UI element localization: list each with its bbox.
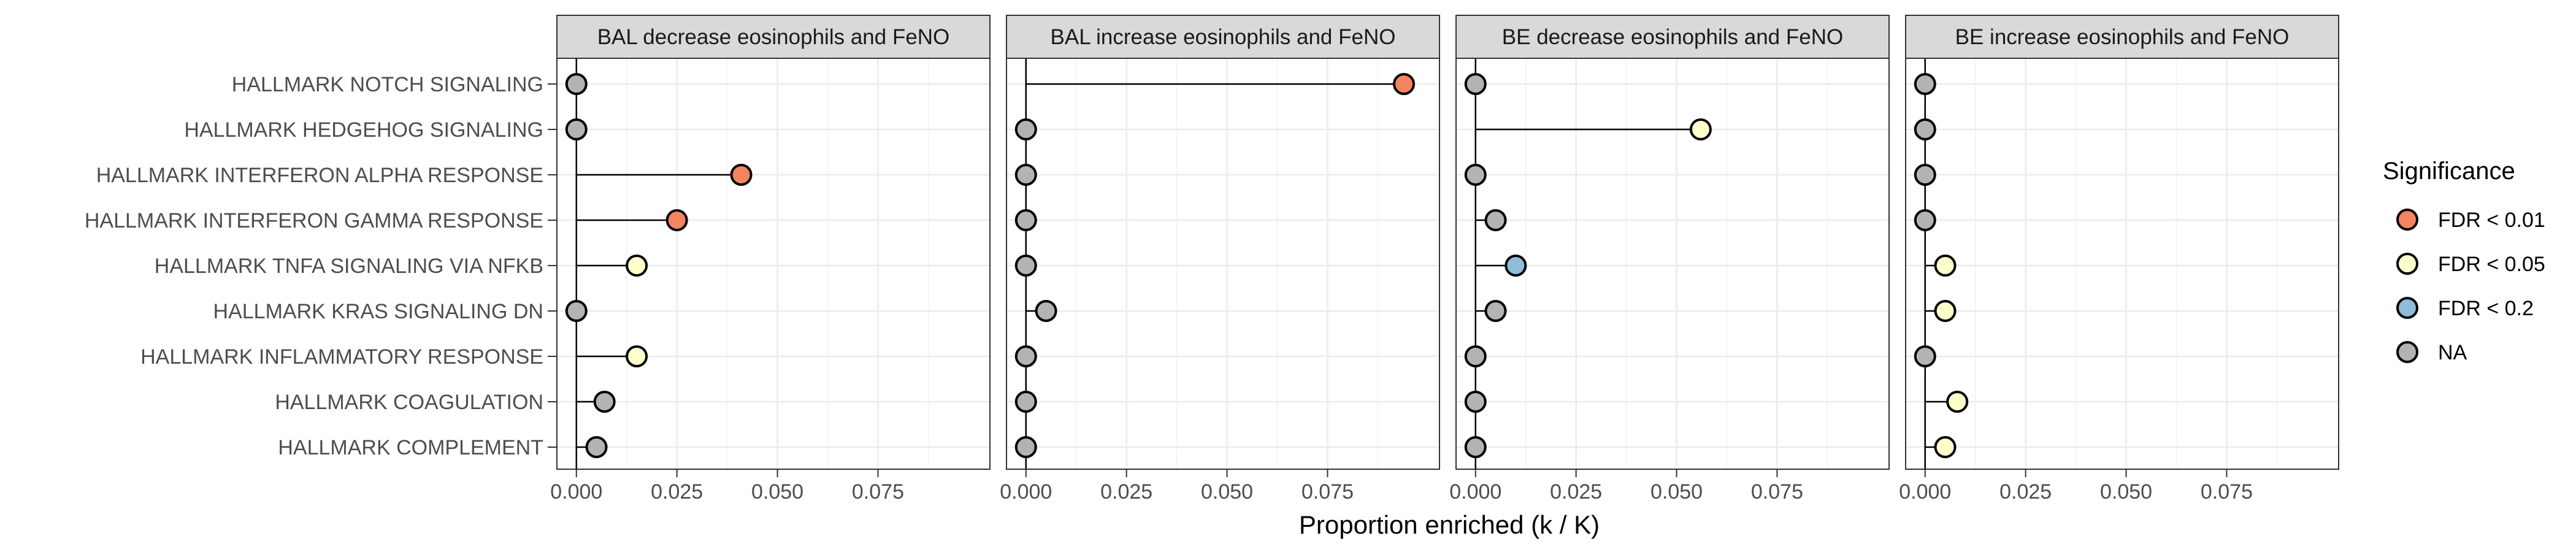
- lollipop-point: [1484, 300, 1507, 322]
- x-axis-title: Proportion enriched (k / K): [1299, 510, 1600, 539]
- panel-background: [1006, 58, 1439, 469]
- legend-label: FDR < 0.2: [2438, 297, 2534, 320]
- lollipop-point: [1464, 391, 1487, 413]
- legend-label: FDR < 0.05: [2438, 253, 2545, 276]
- legend-key: [2396, 209, 2418, 231]
- lollipop-point: [1464, 73, 1487, 95]
- lollipop-point: [1464, 345, 1487, 367]
- lollipop-point: [730, 164, 753, 186]
- lollipop-point: [565, 118, 588, 140]
- lollipop-point: [1014, 436, 1037, 458]
- x-tick-label: 0.050: [1201, 480, 1253, 504]
- x-tick-label: 0.050: [751, 480, 803, 504]
- facet-title: BE increase eosinophils and FeNO: [1955, 25, 2290, 49]
- facet-title: BAL decrease eosinophils and FeNO: [597, 25, 950, 49]
- lollipop-point: [565, 300, 588, 322]
- panel-border: [1006, 58, 1440, 470]
- legend-key: [2396, 297, 2418, 319]
- panel-background: [557, 58, 990, 469]
- x-tick-label: 0.075: [1751, 480, 1803, 504]
- chart-panels: BAL decrease eosinophils and FeNO 0.000 0.…: [550, 15, 2339, 504]
- lollipop-point: [626, 345, 648, 367]
- legend-key: [2396, 341, 2418, 363]
- facet-panel: BE increase eosinophils and FeNO 0.000 0.0…: [1899, 15, 2339, 504]
- x-tick-label: 0.075: [2201, 480, 2253, 504]
- x-tick-label: 0.000: [1449, 480, 1501, 504]
- panel-border: [556, 58, 991, 470]
- facet-strip: [1455, 15, 1890, 59]
- facet-title: BE decrease eosinophils and FeNO: [1502, 25, 1843, 49]
- lollipop-point: [1914, 164, 1936, 186]
- lollipop-point: [1464, 436, 1487, 458]
- x-tick-label: 0.075: [1301, 480, 1354, 504]
- lollipop-point: [593, 391, 616, 413]
- lollipop-point: [1914, 345, 1936, 367]
- lollipop-point: [1689, 118, 1712, 140]
- legend-key: [2396, 253, 2418, 275]
- panel-background: [1906, 58, 2339, 469]
- lollipop-point: [1934, 436, 1957, 458]
- y-tick-label: HALLMARK HEDGEHOG SIGNALING: [184, 118, 543, 142]
- y-tick-label: HALLMARK TNFA SIGNALING VIA NFKB: [155, 255, 543, 278]
- x-tick-label: 0.050: [2100, 480, 2152, 504]
- lollipop-point: [1914, 118, 1936, 140]
- legend-label: NA: [2438, 341, 2467, 364]
- y-tick-label: HALLMARK NOTCH SIGNALING: [232, 73, 543, 96]
- lollipop-point: [1014, 391, 1037, 413]
- lollipop-point: [1014, 118, 1037, 140]
- lollipop-point: [1014, 209, 1037, 231]
- lollipop-point: [1014, 164, 1037, 186]
- facet-strip: [556, 15, 991, 59]
- legend: Significance FDR < 0.01 FDR < 0.05 FDR < 0…: [2383, 158, 2545, 369]
- lollipop-point: [1914, 209, 1936, 231]
- lollipop-point: [1014, 255, 1037, 277]
- y-tick-label: HALLMARK INTERFERON GAMMA RESPONSE: [85, 209, 543, 232]
- x-tick-label: 0.025: [1999, 480, 2052, 504]
- y-axis-labels: HALLMARK NOTCH SIGNALING HALLMARK HEDGEHO…: [85, 73, 557, 459]
- x-tick-label: 0.025: [1550, 480, 1602, 504]
- x-tick-label: 0.025: [1100, 480, 1152, 504]
- lollipop-point: [565, 73, 588, 95]
- facet-strip: [1905, 15, 2339, 59]
- legend-title: Significance: [2383, 158, 2515, 185]
- x-tick-label: 0.000: [1899, 480, 1951, 504]
- lollipop-point: [1934, 300, 1957, 322]
- y-tick-label: HALLMARK COMPLEMENT: [278, 436, 543, 459]
- x-tick-label: 0.000: [1000, 480, 1052, 504]
- lollipop-point: [1393, 73, 1416, 95]
- panel-border: [1905, 58, 2339, 470]
- lollipop-point: [1014, 345, 1037, 367]
- panel-border: [1455, 58, 1890, 470]
- facet-panel: BAL increase eosinophils and FeNO 0.000 0.…: [1000, 15, 1440, 504]
- lollipop-point: [1464, 164, 1487, 186]
- x-tick-label: 0.075: [852, 480, 904, 504]
- facet-panel: BAL decrease eosinophils and FeNO 0.000 0.…: [550, 15, 991, 504]
- facet-title: BAL increase eosinophils and FeNO: [1051, 25, 1396, 49]
- x-tick-label: 0.050: [1650, 480, 1703, 504]
- legend-label: FDR < 0.01: [2438, 209, 2545, 232]
- panel-background: [1456, 58, 1889, 469]
- y-tick-label: HALLMARK INTERFERON ALPHA RESPONSE: [96, 164, 543, 187]
- lollipop-point: [1484, 209, 1507, 231]
- y-tick-label: HALLMARK COAGULATION: [275, 391, 543, 414]
- lollipop-point: [1946, 391, 1969, 413]
- facet-panel: BE decrease eosinophils and FeNO 0.000 0.0…: [1449, 15, 1890, 504]
- lollipop-point: [665, 209, 688, 231]
- x-tick-label: 0.000: [550, 480, 602, 504]
- lollipop-point: [626, 255, 648, 277]
- y-tick-label: HALLMARK KRAS SIGNALING DN: [213, 300, 543, 323]
- y-tick-label: HALLMARK INFLAMMATORY RESPONSE: [140, 345, 543, 369]
- lollipop-point: [1035, 300, 1057, 322]
- lollipop-point: [1505, 255, 1527, 277]
- x-tick-label: 0.025: [651, 480, 703, 504]
- lollipop-point: [1934, 255, 1957, 277]
- lollipop-point: [585, 436, 608, 458]
- lollipop-point: [1914, 73, 1936, 95]
